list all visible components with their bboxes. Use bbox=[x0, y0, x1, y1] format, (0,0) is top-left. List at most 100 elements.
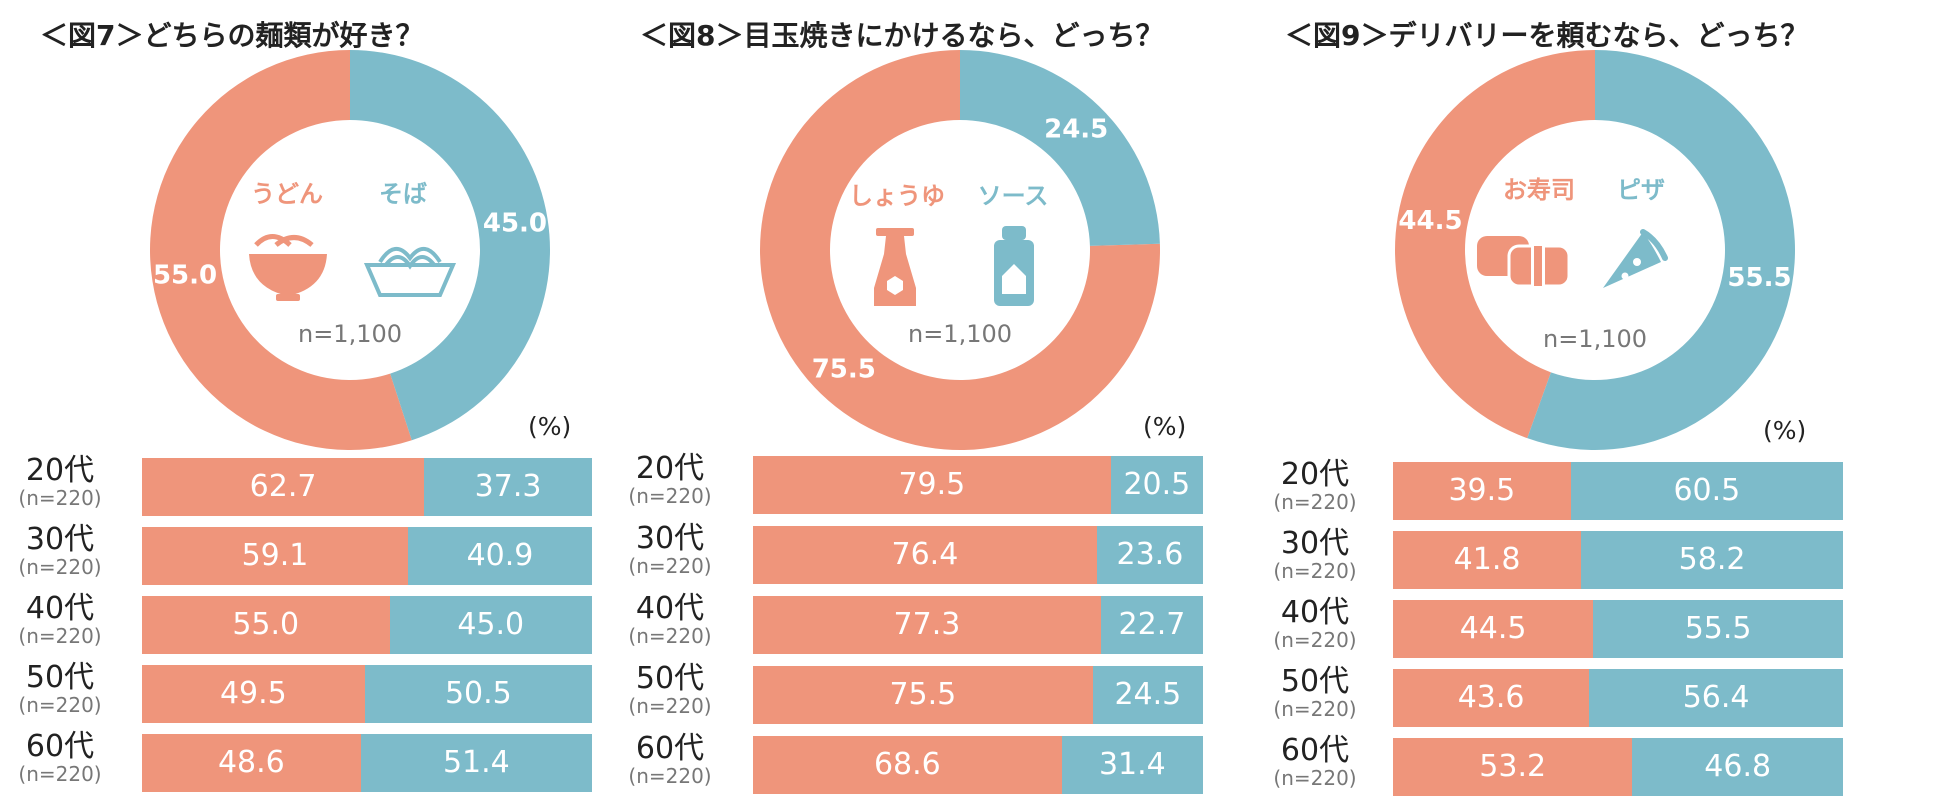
age-group-label: 40代 bbox=[25, 591, 95, 626]
row-sample-size: (n=220) bbox=[18, 624, 102, 648]
row-sample-size: (n=220) bbox=[628, 694, 712, 718]
row-label: 30代 (n=220) bbox=[620, 523, 720, 578]
row-sample-size: (n=220) bbox=[18, 555, 102, 579]
bar-value-label: 43.6 bbox=[1457, 680, 1525, 715]
bar-segment-option2: 40.9 bbox=[407, 527, 592, 585]
bar-segment-option2: 51.4 bbox=[360, 734, 592, 792]
bar-segment-option2: 50.5 bbox=[364, 665, 592, 723]
row-sample-size: (n=220) bbox=[628, 764, 712, 788]
bar-segment-option2: 31.4 bbox=[1061, 736, 1203, 794]
donut-slice-option2 bbox=[350, 50, 550, 441]
age-group-label: 40代 bbox=[1280, 595, 1350, 630]
bar-segment-option2: 58.2 bbox=[1581, 531, 1843, 589]
bar-value-label: 68.6 bbox=[873, 747, 941, 782]
option1-label: お寿司 bbox=[1503, 176, 1575, 204]
chart-panel-noodles: ＜図7＞どちらの麺類が好き？ 55.0 45.0 うどん そば n=1,100 … bbox=[18, 0, 600, 812]
unit-label: (%) bbox=[1763, 416, 1807, 445]
row-sample-size: (n=220) bbox=[1273, 628, 1357, 652]
bar-value-label: 58.2 bbox=[1678, 542, 1746, 577]
row-label: 50代 (n=220) bbox=[620, 663, 720, 718]
bar-segment-option1: 44.5 bbox=[1393, 600, 1594, 658]
stacked-bar-row: 77.3 22.7 bbox=[753, 596, 1203, 654]
row-sample-size: (n=220) bbox=[18, 693, 102, 717]
bar-value-label: 48.6 bbox=[217, 745, 285, 780]
bar-value-label: 79.5 bbox=[898, 467, 966, 502]
sample-size: n=1,100 bbox=[1543, 325, 1647, 353]
bar-segment-option1: 43.6 bbox=[1393, 669, 1590, 727]
row-label: 20代 (n=220) bbox=[620, 451, 720, 508]
age-group-label: 50代 bbox=[1280, 664, 1350, 699]
bar-value-label: 44.5 bbox=[1459, 611, 1527, 646]
bar-segment-option1: 41.8 bbox=[1393, 531, 1582, 589]
bar-value-label: 23.6 bbox=[1116, 537, 1184, 572]
row-label: 40代 (n=220) bbox=[620, 591, 720, 648]
bar-segment-option1: 62.7 bbox=[142, 458, 425, 516]
row-sample-size: (n=220) bbox=[1273, 766, 1357, 790]
donut-slice-option1 bbox=[760, 49, 1160, 450]
pizza-slice-icon bbox=[1603, 229, 1668, 288]
bar-value-label: 59.1 bbox=[241, 538, 309, 573]
soy-sauce-bottle-icon bbox=[874, 228, 916, 306]
bar-segment-option2: 45.0 bbox=[389, 596, 592, 654]
row-sample-size: (n=220) bbox=[1273, 697, 1357, 721]
donut-slice-option2 bbox=[1527, 50, 1795, 450]
stacked-bar-row: 76.4 23.6 bbox=[753, 526, 1203, 584]
stacked-bar-row: 41.8 58.2 bbox=[1393, 531, 1843, 589]
bar-value-label: 31.4 bbox=[1098, 747, 1166, 782]
bar-segment-option1: 39.5 bbox=[1393, 462, 1571, 520]
bar-value-label: 77.3 bbox=[893, 607, 961, 642]
age-group-label: 40代 bbox=[635, 591, 705, 626]
bar-value-label: 56.4 bbox=[1682, 680, 1750, 715]
stacked-bar-row: 75.5 24.5 bbox=[753, 666, 1203, 724]
stacked-bar-row: 55.0 45.0 bbox=[142, 596, 592, 654]
bar-segment-option1: 59.1 bbox=[142, 527, 408, 585]
stacked-bar-row: 68.6 31.4 bbox=[753, 736, 1203, 794]
stacked-bar-row: 62.7 37.3 bbox=[142, 458, 592, 516]
row-sample-size: (n=220) bbox=[628, 554, 712, 578]
bar-segment-option2: 60.5 bbox=[1570, 462, 1843, 520]
bar-value-label: 45.0 bbox=[457, 607, 525, 642]
slice-label-option1: 75.5 bbox=[812, 354, 876, 384]
age-group-label: 30代 bbox=[25, 522, 95, 557]
slice-label-option2: 45.0 bbox=[483, 208, 547, 238]
stacked-bar-row: 48.6 51.4 bbox=[142, 734, 592, 792]
donut-chart: 55.0 45.0 うどん そば n=1,100 bbox=[149, 50, 550, 451]
row-label: 20代 (n=220) bbox=[10, 455, 110, 510]
row-sample-size: (n=220) bbox=[1273, 490, 1357, 514]
age-group-label: 20代 bbox=[1280, 457, 1350, 492]
bar-value-label: 55.0 bbox=[232, 607, 300, 642]
chart-panel-egg-topping: ＜図8＞目玉焼きにかけるなら、どっち？ 75.5 24.5 しょうゆ ソース n… bbox=[628, 0, 1240, 812]
bar-segment-option1: 76.4 bbox=[753, 526, 1097, 584]
slice-label-option1: 55.0 bbox=[153, 261, 217, 291]
option2-label: ピザ bbox=[1617, 176, 1665, 204]
chart-panel-delivery: ＜図9＞デリバリーを頼むなら、どっち？ 44.5 55.5 お寿司 ピザ n=1… bbox=[1273, 0, 1885, 812]
bar-segment-option2: 22.7 bbox=[1100, 596, 1203, 654]
donut-slice-option2 bbox=[960, 50, 1160, 246]
row-label: 60代 (n=220) bbox=[620, 731, 720, 788]
unit-label: (%) bbox=[528, 412, 572, 441]
bar-value-label: 20.5 bbox=[1123, 467, 1191, 502]
chart-title: ＜図9＞デリバリーを頼むなら、どっち？ bbox=[1285, 19, 1809, 52]
row-label: 20代 (n=220) bbox=[1265, 457, 1365, 514]
sample-size: n=1,100 bbox=[908, 320, 1012, 348]
row-label: 60代 (n=220) bbox=[1265, 733, 1365, 790]
donut-slice-option1 bbox=[1395, 50, 1595, 439]
bar-value-label: 41.8 bbox=[1453, 542, 1521, 577]
bar-segment-option2: 55.5 bbox=[1593, 600, 1843, 658]
age-group-label: 50代 bbox=[25, 660, 95, 695]
age-group-label: 20代 bbox=[635, 451, 705, 486]
stacked-bar-row: 44.5 55.5 bbox=[1393, 600, 1843, 658]
bar-value-label: 76.4 bbox=[891, 537, 959, 572]
row-sample-size: (n=220) bbox=[1273, 559, 1357, 583]
age-group-label: 60代 bbox=[1280, 733, 1350, 768]
row-sample-size: (n=220) bbox=[18, 762, 102, 786]
chart-title: ＜図7＞どちらの麺類が好き？ bbox=[40, 19, 424, 52]
bar-segment-option2: 56.4 bbox=[1589, 669, 1843, 727]
bar-value-label: 22.7 bbox=[1118, 607, 1186, 642]
bar-value-label: 51.4 bbox=[442, 745, 510, 780]
row-label: 60代 (n=220) bbox=[10, 731, 110, 786]
age-group-label: 60代 bbox=[635, 731, 705, 766]
stacked-bar-row: 39.5 60.5 bbox=[1393, 462, 1843, 520]
slice-label-option2: 24.5 bbox=[1044, 115, 1108, 145]
option2-label: そば bbox=[379, 180, 427, 208]
